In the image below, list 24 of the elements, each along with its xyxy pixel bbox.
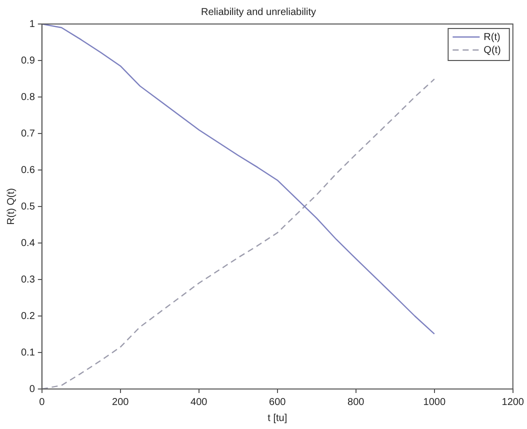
line-series	[42, 78, 435, 389]
y-tick-label: 1	[29, 18, 36, 30]
y-tick-label: 0.2	[20, 310, 36, 322]
x-tick-label: 400	[190, 396, 208, 408]
x-tick-label: 800	[348, 396, 365, 408]
y-tick-label: 0	[29, 384, 36, 395]
y-tick-label: 0.3	[20, 274, 36, 286]
legend-label: R(t)	[484, 32, 500, 43]
legend-label: Q(t)	[484, 44, 501, 56]
y-tick-label: 0.8	[20, 92, 36, 103]
x-tick-label: 600	[269, 396, 286, 408]
x-axis-title: t [tu]	[268, 412, 288, 424]
x-tick-label: 0	[39, 396, 46, 408]
x-tick-label: 1200	[502, 396, 524, 408]
x-tick-label: 200	[112, 396, 130, 408]
y-axis-title: R(t) Q(t)	[6, 188, 17, 225]
y-tick-label: 0.7	[20, 128, 36, 140]
chart-title: Reliability and unreliability	[200, 6, 316, 18]
y-tick-label: 0.1	[20, 347, 36, 358]
y-tick-label: 0.4	[20, 238, 36, 249]
y-tick-label: 0.9	[20, 55, 36, 66]
y-tick-label: 0.6	[20, 164, 36, 176]
x-tick-label: 1000	[423, 396, 446, 408]
y-tick-label: 0.5	[20, 201, 36, 212]
